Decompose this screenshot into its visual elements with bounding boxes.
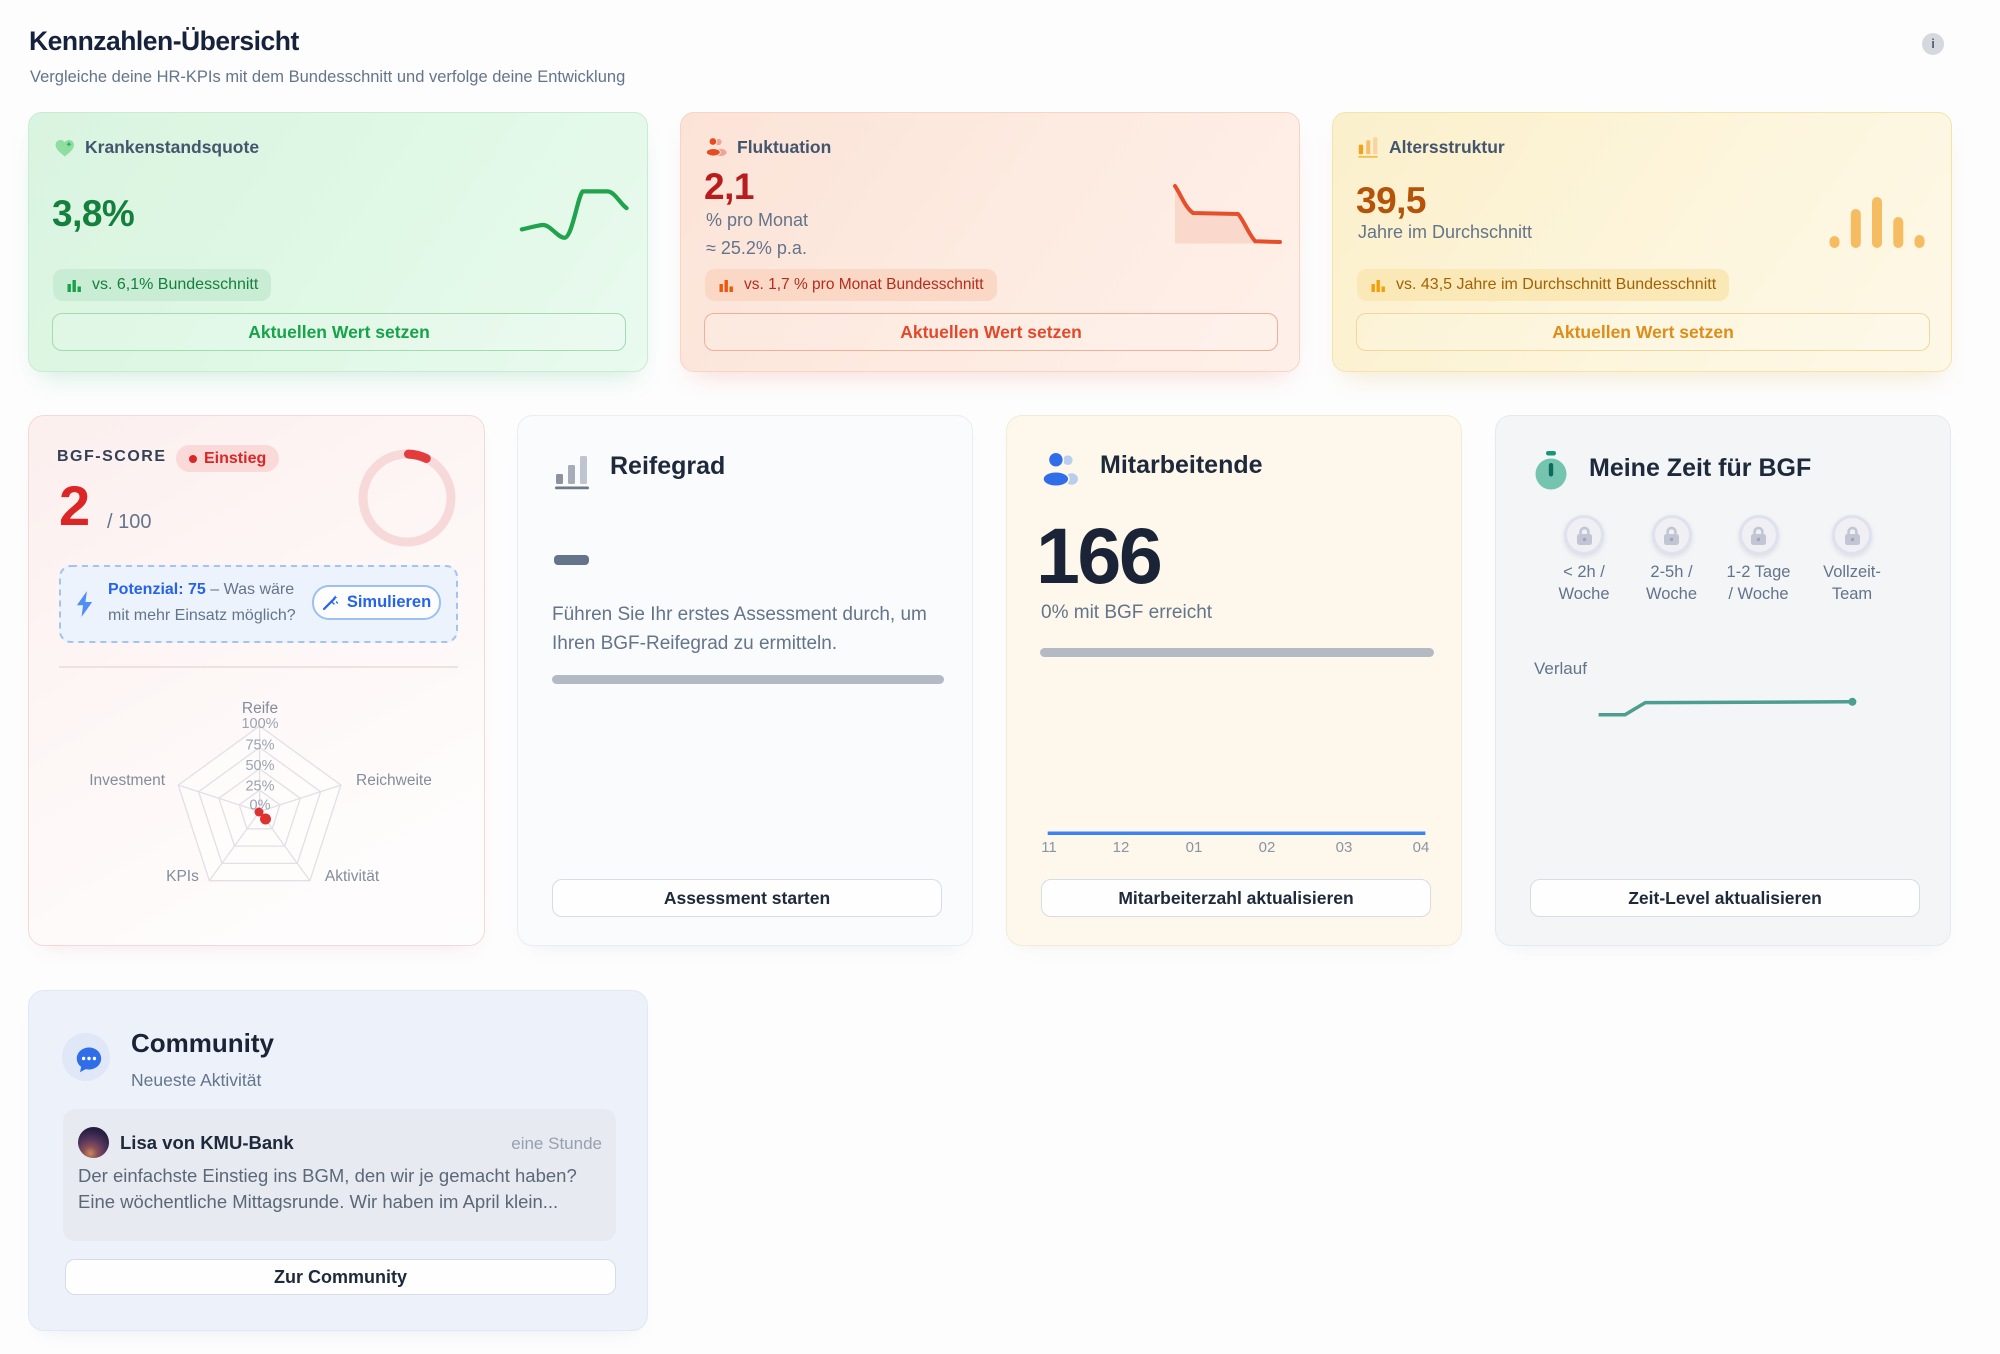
svg-text:03: 03 — [1336, 839, 1353, 856]
svg-text:50%: 50% — [245, 758, 274, 774]
svg-text:12: 12 — [1113, 839, 1130, 856]
svg-text:04: 04 — [1413, 839, 1430, 856]
svg-text:100%: 100% — [241, 716, 278, 732]
svg-text:Reichweite: Reichweite — [356, 772, 432, 789]
svg-text:KPIs: KPIs — [166, 868, 199, 885]
svg-text:75%: 75% — [245, 738, 274, 754]
svg-text:02: 02 — [1259, 839, 1276, 856]
svg-text:Reife: Reife — [242, 700, 278, 717]
svg-text:01: 01 — [1186, 839, 1203, 856]
svg-text:0%: 0% — [250, 798, 271, 814]
svg-text:25%: 25% — [245, 779, 274, 795]
svg-text:Investment: Investment — [89, 772, 166, 789]
svg-text:11: 11 — [1041, 839, 1057, 856]
svg-text:Aktivität: Aktivität — [325, 868, 380, 885]
